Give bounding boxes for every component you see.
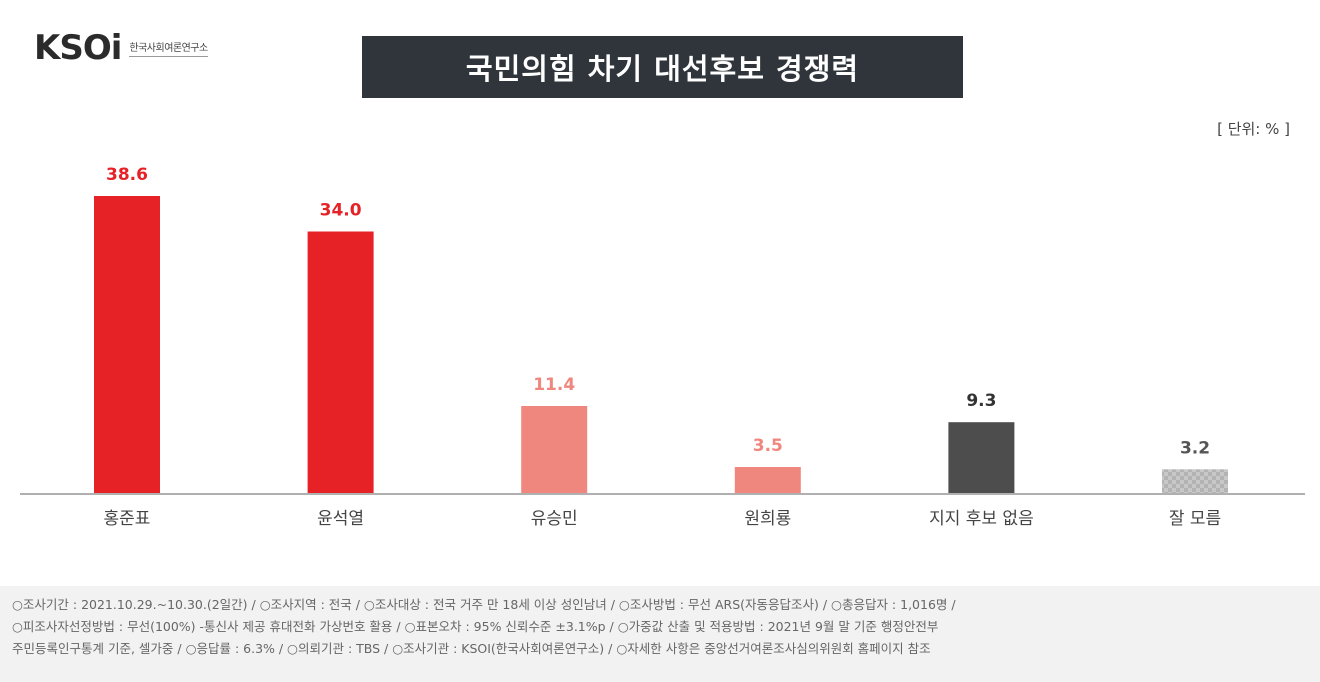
footer-line-3: 주민등록인구통계 기준, 셀가중 / ○응답률 : 6.3% / ○의뢰기관 :… <box>12 641 931 656</box>
bar-3 <box>521 406 588 494</box>
category-label-2: 윤석열 <box>317 509 364 529</box>
category-label-4: 원희룡 <box>744 509 791 529</box>
logo-subtitle: 한국사회여론연구소 <box>129 39 208 57</box>
category-label-5: 지지 후보 없음 <box>929 509 1034 529</box>
chart-title: 국민의힘 차기 대선후보 경쟁력 <box>465 52 860 86</box>
bar-5 <box>948 422 1015 494</box>
unit-label: [ 단위: % ] <box>1217 120 1290 138</box>
survey-footer: ○조사기간 : 2021.10.29.~10.30.(2일간) / ○조사지역 … <box>0 586 1320 682</box>
bar-value-label-4: 3.5 <box>753 436 783 456</box>
bar-6 <box>1162 469 1228 494</box>
bar-value-label-2: 34.0 <box>320 201 362 221</box>
footer-line-2: ○피조사자선정방법 : 무선(100%) -통신사 제공 휴대전화 가상번호 활… <box>12 619 939 634</box>
bar-value-label-6: 3.2 <box>1180 438 1210 458</box>
logo: KSOi 한국사회여론연구소 <box>34 26 208 70</box>
footer-line-1: ○조사기간 : 2021.10.29.~10.30.(2일간) / ○조사지역 … <box>12 597 956 612</box>
bar-value-label-5: 9.3 <box>966 391 996 411</box>
bars-group: 38.6 홍준표 34.0 윤석열 11.4 유승민 3.5 원희룡 9.3 지지 후보 없음 3.… <box>94 165 1228 529</box>
bar-4 <box>734 467 801 494</box>
bar-1 <box>94 196 160 494</box>
bar-2 <box>307 231 374 494</box>
category-label-3: 유승민 <box>531 509 578 529</box>
category-label-1: 홍준표 <box>104 509 151 529</box>
bar-value-label-3: 11.4 <box>533 375 575 395</box>
bar-chart: 38.6 홍준표 34.0 윤석열 11.4 유승민 3.5 원희룡 9.3 지지 후보 없음 3.… <box>20 165 1305 529</box>
chart-title-box: 국민의힘 차기 대선후보 경쟁력 <box>362 36 963 98</box>
category-label-6: 잘 모름 <box>1169 509 1221 529</box>
logo-mark: KSOi <box>34 28 122 68</box>
bar-value-label-1: 38.6 <box>106 165 148 185</box>
